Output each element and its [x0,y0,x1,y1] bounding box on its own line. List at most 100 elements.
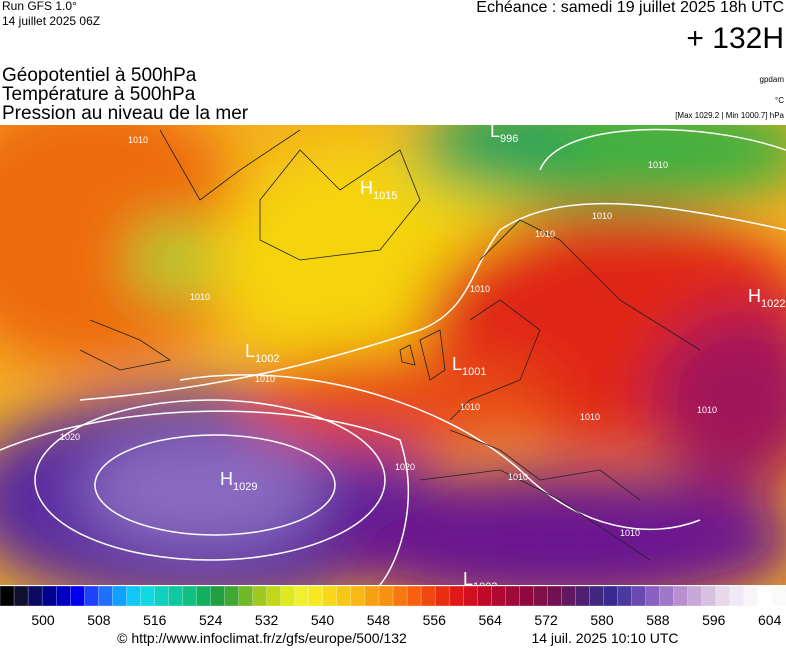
colorbar-swatch [659,585,675,607]
pressure-center: L1001 [452,354,487,378]
colorbar-swatch [463,585,478,607]
colorbar-tick: 604 [758,612,782,628]
pressure-center: H1029 [220,469,257,493]
center-value: 1002 [255,353,279,365]
colorbar-tick: 532 [255,612,279,628]
isobars [0,128,786,585]
colorbar-swatch [519,585,535,607]
colorbar-swatch [252,585,268,607]
colorbar-tick: 588 [646,612,670,628]
colorbar-tick: 572 [534,612,558,628]
colorbar-tick: 564 [479,612,503,628]
colorbar-swatch [631,585,647,607]
colorbar-swatch [771,585,786,607]
labels: H1029L1002L1001H1015L996H1022L1003101010… [60,121,785,593]
center-type: H [220,469,233,489]
colorbar-swatch [182,585,198,607]
colorbar-tick: 548 [367,612,391,628]
isobar-label: 1020 [60,432,80,442]
colorbar-swatch [336,585,352,607]
colorbar-swatch [224,585,240,607]
colorbar-tick: 508 [87,612,111,628]
isobar-label: 1010 [697,405,717,415]
unit-temperature: °C [775,96,784,105]
colorbar-tick: 516 [143,612,167,628]
colorbar-swatch [477,585,492,607]
isobar-label: 1010 [535,229,555,239]
colorbar-swatch [27,585,43,607]
colorbar-swatch [448,585,464,607]
colorbar-swatch [617,585,633,607]
colorbar-tick: 500 [31,612,55,628]
colorbar-swatch [589,585,605,607]
colorbar-swatch [547,585,563,607]
center-type: L [245,341,255,361]
colorbar-swatch [55,585,71,607]
colorbar-swatch [98,585,113,607]
pressure-center: H1022 [748,286,785,310]
colorbar-swatch [392,585,408,607]
colorbar-swatch [364,585,380,607]
colorbar-swatch [238,585,254,607]
colorbar-swatch [350,585,366,607]
center-value: 996 [500,133,518,145]
colorbar-tick: 580 [590,612,614,628]
colorbar: 500 508 516 524 532 540 548 556 564 572 580 588 596 6… [0,585,786,628]
isobar-label: 1010 [620,528,640,538]
colorbar-swatch [491,585,506,607]
title: Température à 500hPa [2,84,196,105]
title: Pression au niveau de la mer [2,103,249,124]
colorbar-swatch [378,585,394,607]
colorbar-swatch [84,585,99,607]
center-type: L [452,354,462,374]
isobar-label: 1010 [470,284,490,294]
colorbar-swatch [715,585,731,607]
colorbar-swatch [210,585,226,607]
colorbar-swatch [729,585,745,607]
colorbar-tick: 524 [199,612,223,628]
colorbar-swatch [645,585,661,607]
colorbar-swatch [13,585,29,607]
colorbar-swatch [575,585,591,607]
center-value: 1001 [462,366,486,378]
center-value: 1022 [761,298,785,310]
center-value: 1015 [373,190,397,202]
colorbar-tick: 540 [311,612,335,628]
colorbar-swatch [687,585,703,607]
colorbar-swatch [168,585,184,607]
pressure-center: H1015 [360,178,397,202]
colorbar-swatch [112,585,127,607]
center-value: 1029 [233,481,257,493]
colorbar-swatch [603,585,619,607]
isobar-label: 1010 [190,292,210,302]
isobar-label: 1010 [580,412,600,422]
isobar-label: 1010 [128,135,148,145]
colorbar-swatch [434,585,450,607]
isobar-label: 1010 [648,160,668,170]
colorbar-swatch [673,585,689,607]
run: Run GFS 1.0° [2,0,77,13]
colorbar-swatch [406,585,422,607]
colorbar-swatch [533,585,549,607]
colorbar-swatch [743,585,759,607]
colorbar-swatch [41,585,57,607]
colorbar-swatch [266,585,282,607]
colorbar-swatch [701,585,717,607]
colorbar-swatch [294,585,310,607]
colorbar-tick: 596 [702,612,726,628]
colorbar-swatch [420,585,436,607]
center-type: L [490,121,500,141]
isobar-label: 1010 [592,211,612,221]
unit-pressure: [Max 1029.2 | Min 1000.7] hPa [675,111,784,120]
pressure-center: L996 [490,121,518,145]
isobar-label: 1020 [395,462,415,472]
center-type: L [463,569,473,589]
colorbar-swatch [126,585,142,607]
colorbar-swatch [196,585,212,607]
isobar-label: 1010 [508,472,528,482]
colorbar-swatch [280,585,296,607]
isobar-label: 1010 [255,374,275,384]
colorbar-swatch [70,585,85,607]
